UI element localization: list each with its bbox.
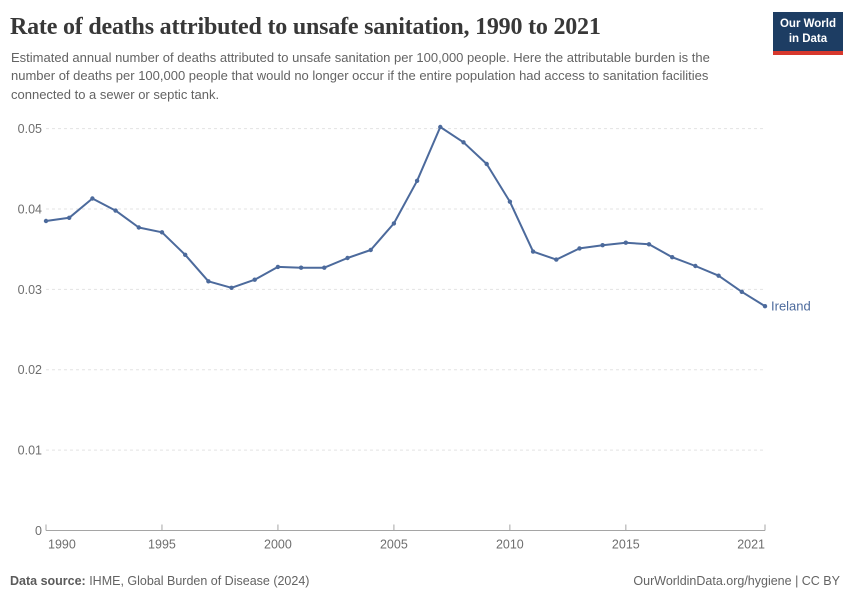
data-source-text: IHME, Global Burden of Disease (2024) — [85, 574, 310, 588]
x-tick-label: 2005 — [380, 538, 408, 552]
data-point — [600, 243, 605, 248]
logo-line-1: Our World — [779, 18, 836, 30]
credit-text: OurWorldinData.org/hygiene | CC BY — [633, 574, 840, 588]
data-point — [113, 208, 118, 213]
x-tick-label: 2015 — [612, 538, 640, 552]
y-tick-label: 0.03 — [18, 283, 42, 297]
y-tick-label: 0.04 — [18, 202, 42, 216]
x-tick-label: 2010 — [496, 538, 524, 552]
data-point — [391, 221, 397, 226]
data-point — [90, 196, 95, 201]
y-tick-label: 0 — [35, 524, 42, 538]
data-point — [67, 215, 72, 220]
data-point — [461, 140, 466, 145]
chart-subtitle: Estimated annual number of deaths attrib… — [11, 49, 710, 103]
y-tick-label: 0.01 — [18, 444, 42, 458]
data-point — [414, 178, 420, 183]
data-point — [507, 199, 513, 204]
x-tick-label: 1995 — [148, 538, 176, 552]
chart-title: Rate of deaths attributed to unsafe sani… — [10, 14, 601, 40]
data-point — [136, 225, 141, 230]
header: Rate of deaths attributed to unsafe sani… — [0, 0, 850, 105]
logo-line-2: in Data — [788, 32, 828, 45]
data-point — [298, 265, 304, 270]
data-point — [368, 247, 373, 253]
data-point — [322, 265, 327, 270]
data-source-label: Data source: — [10, 574, 86, 588]
chart-line — [45, 126, 766, 308]
data-source: Data source: IHME, Global Burden of Dise… — [10, 574, 309, 588]
data-point — [554, 257, 559, 262]
footer: Data source: IHME, Global Burden of Dise… — [0, 574, 850, 588]
data-point — [577, 246, 582, 251]
data-point — [438, 124, 443, 130]
y-tick-label: 0.05 — [18, 122, 42, 136]
data-point — [623, 240, 628, 245]
data-point — [345, 255, 350, 261]
data-point — [762, 304, 768, 309]
y-tick-label: 0.02 — [18, 363, 42, 377]
data-point — [43, 218, 49, 224]
data-point — [670, 255, 675, 260]
x-tick-label: 2000 — [264, 538, 292, 552]
data-point — [275, 264, 281, 270]
entity-label: Ireland — [771, 299, 811, 314]
data-point — [229, 285, 234, 290]
data-point — [716, 273, 721, 278]
data-point — [159, 230, 165, 235]
data-point — [183, 252, 188, 257]
data-point — [693, 263, 698, 269]
data-point — [484, 161, 489, 167]
x-tick-label: 1990 — [48, 538, 76, 552]
data-point — [739, 289, 744, 294]
owid-logo: Our World in Data — [772, 12, 843, 55]
data-point — [530, 249, 536, 254]
data-point — [646, 242, 652, 247]
data-point — [252, 277, 257, 282]
data-point — [206, 279, 211, 284]
x-tick-label: 2021 — [737, 538, 765, 552]
